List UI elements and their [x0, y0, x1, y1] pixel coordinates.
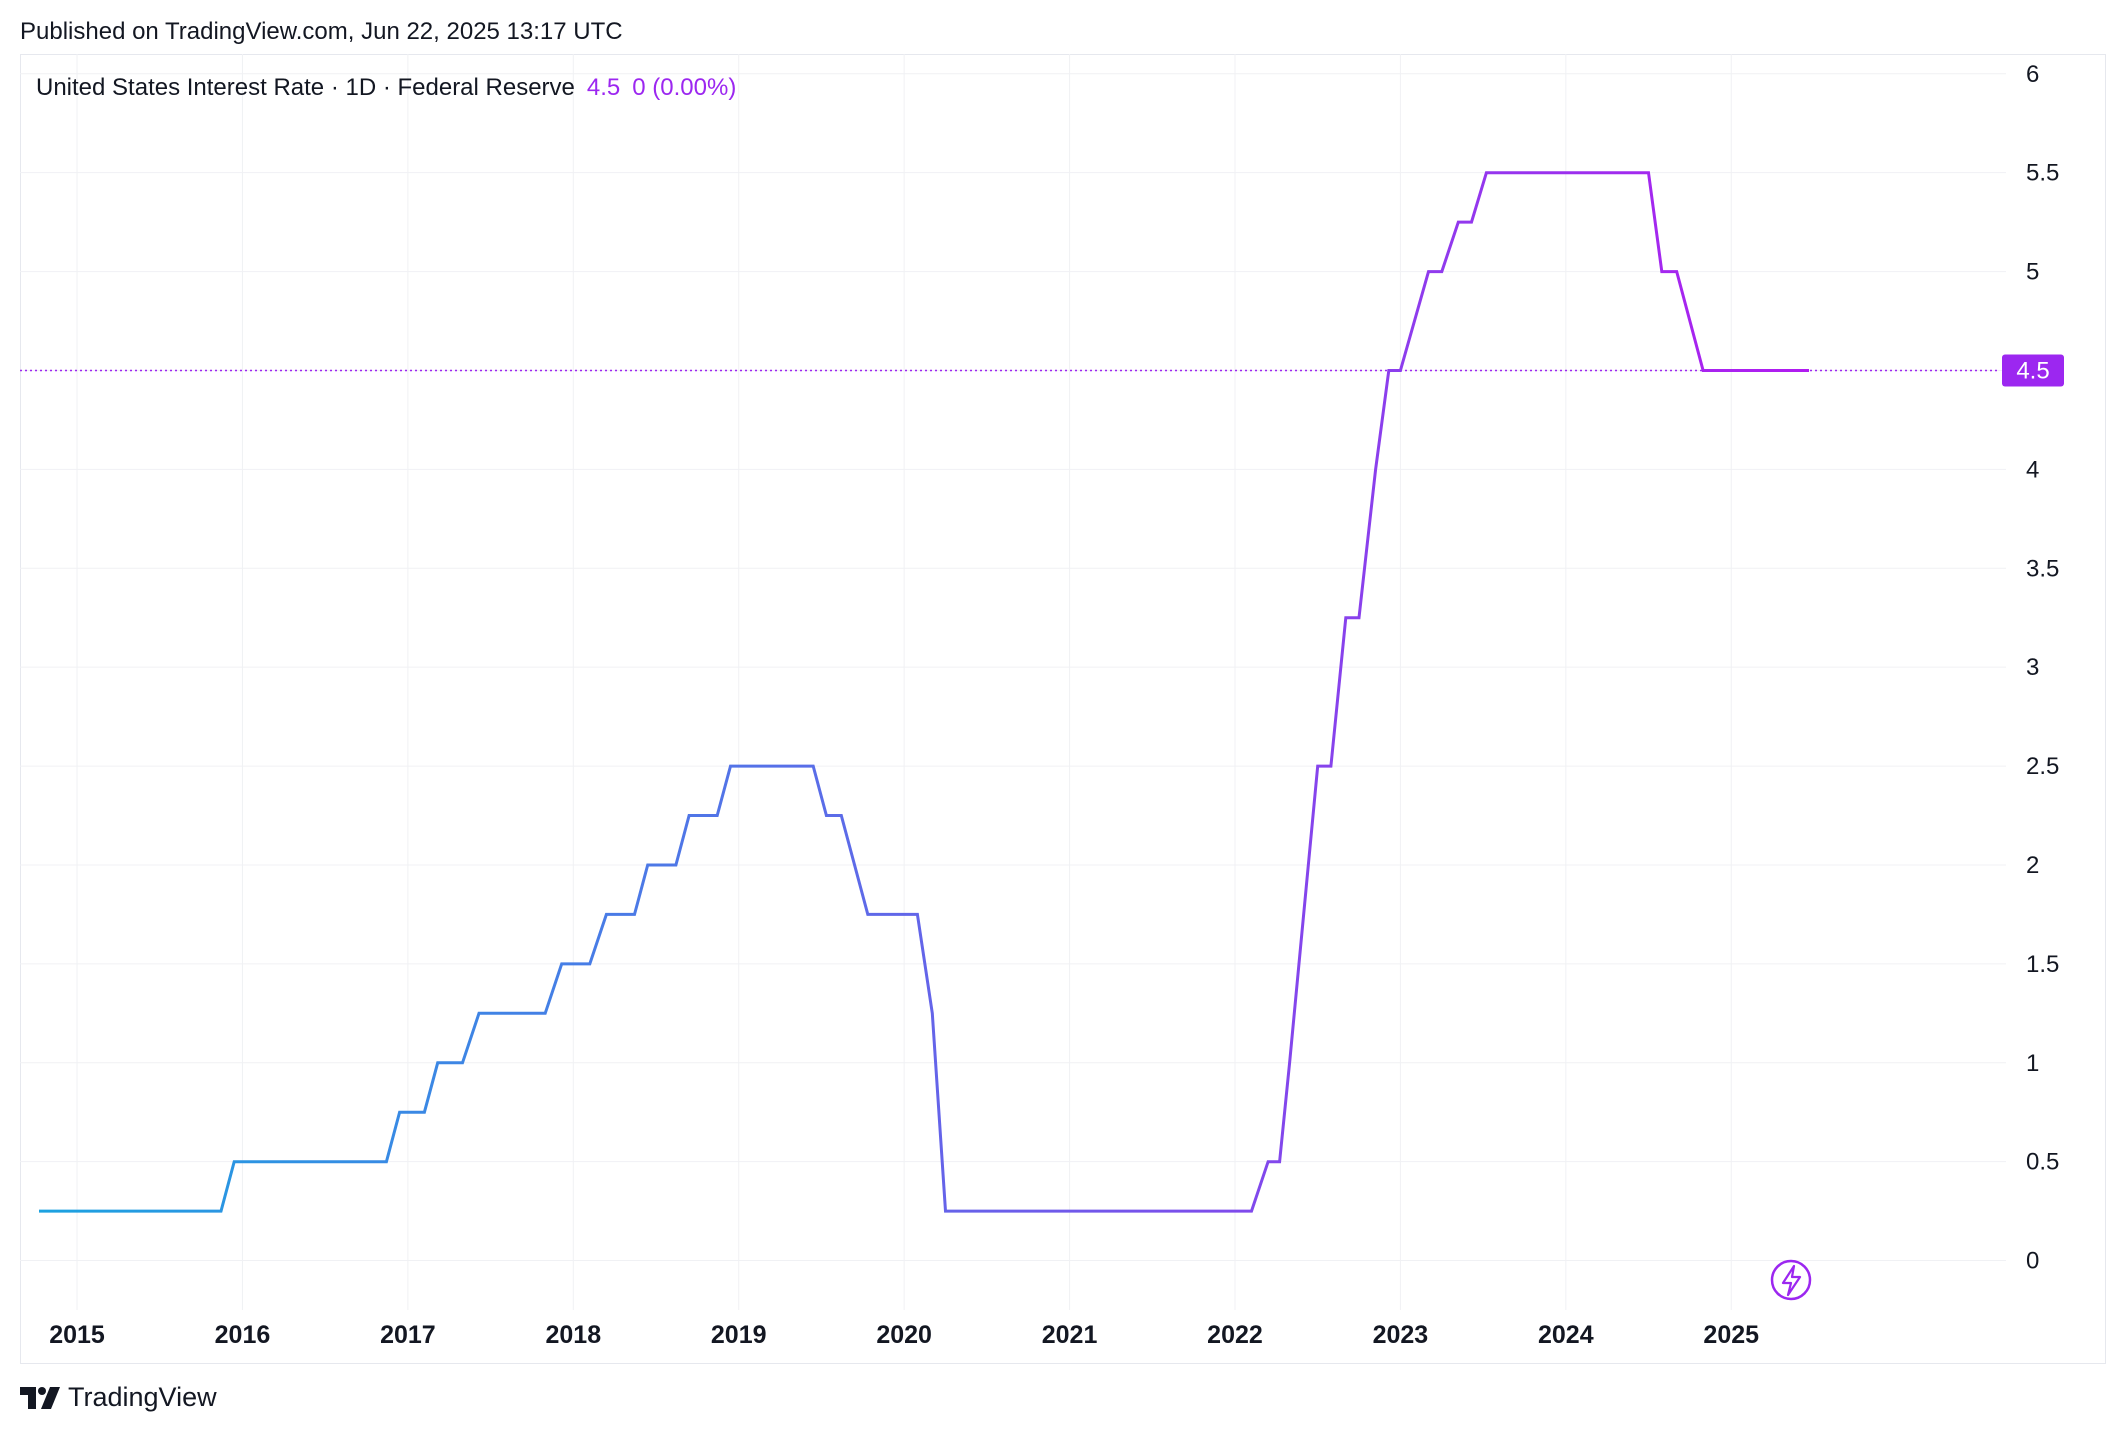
x-tick-label: 2017: [380, 1321, 436, 1349]
grid-layer: [20, 54, 2006, 1310]
x-tick-label: 2022: [1207, 1321, 1263, 1349]
y-tick-label: 0.5: [2026, 1149, 2059, 1176]
legend-change: 0 (0.00%): [632, 74, 737, 101]
published-caption: Published on TradingView.com, Jun 22, 20…: [20, 18, 623, 45]
y-tick-label: 1.5: [2026, 951, 2059, 978]
y-tick-label: 4: [2026, 456, 2039, 483]
footer-brand[interactable]: TradingView: [20, 1382, 217, 1413]
last-value-price-tag: 4.5: [2002, 354, 2064, 387]
x-tick-label: 2024: [1538, 1321, 1594, 1349]
y-tick-label: 1: [2026, 1050, 2039, 1077]
last-value-label: 4.5: [2016, 357, 2049, 384]
y-tick-label: 5: [2026, 259, 2039, 286]
x-tick-label: 2015: [49, 1321, 105, 1349]
x-tick-label: 2019: [711, 1321, 767, 1349]
y-tick-label: 2: [2026, 852, 2039, 879]
x-tick-label: 2016: [215, 1321, 271, 1349]
legend-value: 4.5: [586, 74, 621, 101]
y-tick-label: 2.5: [2026, 753, 2059, 780]
legend-symbol: United States Interest Rate · 1D · Feder…: [36, 74, 575, 101]
footer-brand-label: TradingView: [68, 1382, 217, 1412]
y-axis[interactable]: 00.511.522.533.544.555.56: [2026, 61, 2059, 1275]
x-tick-label: 2020: [876, 1321, 932, 1349]
chart-frame: [20, 54, 2106, 1364]
y-tick-label: 3.5: [2026, 555, 2059, 582]
x-tick-label: 2021: [1042, 1321, 1098, 1349]
x-tick-label: 2025: [1703, 1321, 1759, 1349]
y-tick-label: 3: [2026, 654, 2039, 681]
y-tick-label: 0: [2026, 1248, 2039, 1275]
tradingview-logo-icon: [20, 1386, 60, 1409]
lightning-bolt-icon[interactable]: [1770, 1259, 1812, 1301]
x-tick-label: 2023: [1373, 1321, 1429, 1349]
y-tick-label: 6: [2026, 61, 2039, 88]
x-tick-label: 2018: [545, 1321, 601, 1349]
series-line[interactable]: [39, 171, 1809, 1213]
chart-legend: United States Interest Rate · 1D · Feder…: [36, 74, 736, 102]
x-axis[interactable]: 2015 2016 2017 2018 2019 2020 2021 2022 2023 2024…: [49, 1321, 1759, 1349]
y-tick-label: 5.5: [2026, 160, 2059, 187]
